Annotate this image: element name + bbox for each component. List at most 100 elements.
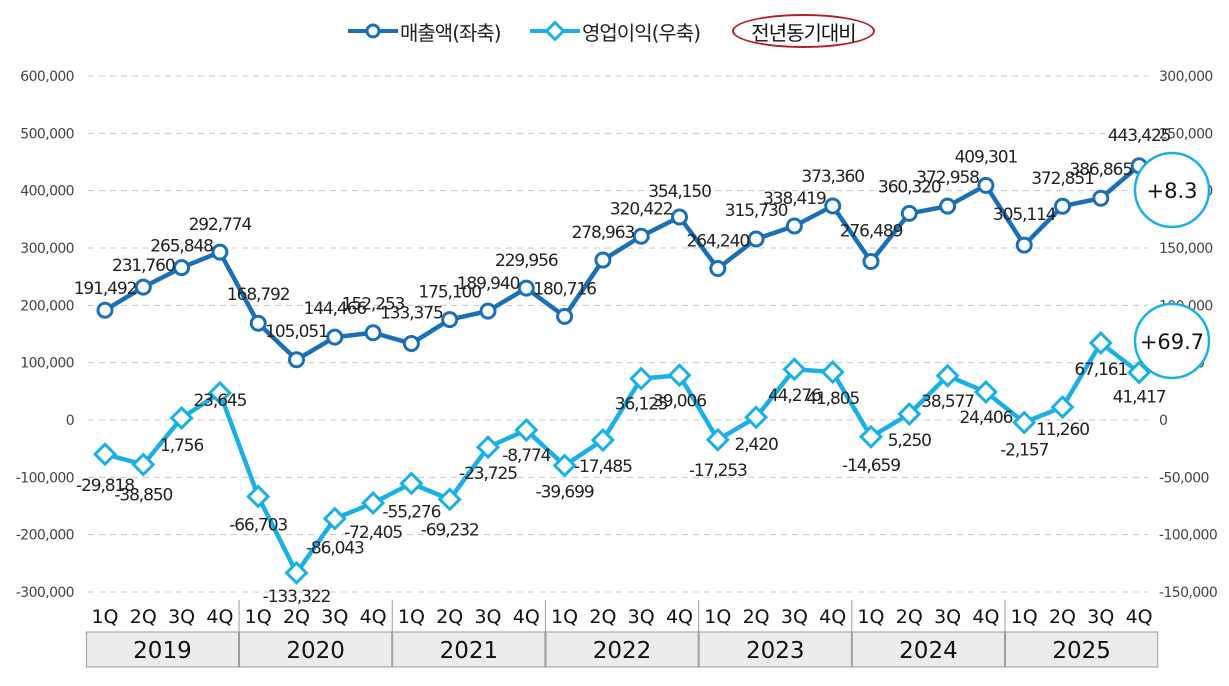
op-income-point: [246, 484, 271, 509]
sales-data-label: 265,848: [150, 237, 213, 257]
quarter-label: 4Q: [666, 606, 693, 628]
sales-point: [1015, 236, 1033, 254]
op-income-point: [897, 401, 922, 427]
op-income-data-label: -17,253: [689, 461, 747, 481]
sales-data-label: 373,360: [801, 167, 864, 187]
y-left-tick-label: 0: [66, 413, 74, 429]
y-right-tick-label: -50,000: [1159, 470, 1209, 486]
op-income-legend-marker-icon: [530, 21, 580, 41]
op-income-point: [169, 405, 194, 431]
sales-point: [594, 251, 612, 269]
quarter-label: 2Q: [743, 606, 770, 628]
y-left-tick-label: -100,000: [16, 470, 74, 486]
legend-item-op-income: 영업이익(우축): [528, 14, 701, 48]
op-income-point: [973, 379, 998, 405]
x-axis: 2019 1Q 2Q 3Q 4Q 2020 1Q 2Q 3Q 4Q 2021 1Q 2Q 3Q 4Q 2022…: [85, 600, 1159, 668]
legend-item-sales: 매출액(좌축): [346, 14, 502, 48]
op-income-data-label: -8,774: [502, 446, 550, 466]
year-label: 2022: [593, 638, 652, 664]
op-income-point: [744, 405, 769, 430]
legend-yoy-badge: 전년동기대비: [732, 14, 875, 48]
op-income-point: [629, 366, 654, 391]
sales-data-label: 292,774: [189, 215, 252, 235]
op-income-data-label: 38,577: [921, 392, 974, 412]
y-right-tick-label: 150,000: [1159, 241, 1213, 257]
y-left-tick-label: 500,000: [20, 126, 74, 142]
op-income-point: [820, 360, 845, 385]
op-income-point: [1127, 360, 1152, 385]
quarter-label: 2Q: [283, 606, 310, 628]
op-income-point: [1012, 410, 1037, 435]
y-left-tick-label: -200,000: [16, 528, 74, 544]
year-label: 2019: [133, 638, 192, 664]
quarter-label: 2Q: [896, 606, 923, 628]
sales-legend-marker-icon: [348, 23, 398, 39]
sales-data-label: 315,730: [725, 201, 788, 221]
op-income-point: [590, 428, 615, 453]
quarter-label: 3Q: [781, 606, 808, 628]
sales-data-label: 320,422: [610, 199, 673, 219]
quarter-label: 1Q: [704, 606, 731, 628]
op-income-data-label: 5,250: [888, 431, 931, 451]
op-income-data-label: 67,161: [1074, 360, 1127, 380]
op-income-point: [207, 380, 232, 405]
sales-data-label: 144,466: [303, 299, 366, 319]
sales-point: [900, 204, 918, 222]
sales-data-label: 409,301: [955, 147, 1018, 167]
op-income-data-label: -38,850: [114, 486, 172, 506]
sales-data-label: 175,100: [418, 283, 481, 303]
sales-data-label: 105,051: [265, 322, 328, 342]
year-label: 2024: [899, 638, 958, 664]
quarter-label: 3Q: [1087, 606, 1114, 628]
op-income-point: [322, 506, 347, 531]
op-income-data-label: 1,756: [160, 436, 203, 456]
sales-data-label: 360,320: [878, 177, 941, 197]
year-label: 2023: [746, 638, 805, 664]
op-income-point: [437, 487, 462, 512]
sales-point: [977, 176, 995, 194]
y-left-tick-label: 400,000: [20, 184, 74, 200]
op-income-data-label: 2,420: [735, 435, 778, 455]
op-income-point: [284, 560, 309, 585]
quarter-label: 4Q: [819, 606, 846, 628]
sales-yoy-circle: [1133, 151, 1211, 229]
op-income-data-label: -66,703: [229, 515, 287, 535]
grid-lines: [88, 75, 1148, 593]
op-income-data-label: 11,260: [1036, 420, 1089, 440]
sales-data-label: 386,865: [1069, 160, 1132, 180]
quarter-label: 2Q: [130, 606, 157, 628]
quarter-label: 4Q: [206, 606, 233, 628]
legend: 매출액(좌축) 영업이익(우축) 전년동기대비: [0, 10, 1229, 54]
op-income-series: [92, 330, 1152, 585]
quarter-label: 4Q: [513, 606, 540, 628]
y-left-tick-label: 600,000: [20, 69, 74, 85]
sales-data-label: 189,940: [457, 274, 520, 294]
op-income-data-label: -14,659: [842, 456, 900, 476]
quarter-label: 4Q: [360, 606, 387, 628]
sales-data-label: 180,716: [533, 279, 596, 299]
op-income-data-label: -133,322: [263, 587, 331, 607]
quarter-label: 3Q: [168, 606, 195, 628]
op-income-point: [667, 363, 692, 388]
op-income-point: [131, 452, 156, 477]
op-income-point: [1088, 330, 1113, 356]
y-left-tick-label: -300,000: [16, 585, 74, 601]
op-income-point: [361, 491, 386, 516]
sales-point: [747, 230, 765, 248]
quarter-label: 3Q: [934, 606, 961, 628]
sales-data-label: 278,963: [572, 223, 635, 243]
legend-label-sales: 매출액(좌축): [400, 20, 502, 45]
op-income-yoy-circle: [1133, 302, 1211, 380]
sales-data-label: 191,492: [74, 279, 137, 299]
op-income-point: [935, 363, 960, 388]
op-income-data-label: -39,699: [536, 483, 594, 503]
sales-data-label: 276,489: [840, 221, 903, 241]
sales-point: [249, 314, 267, 332]
sales-line: [103, 164, 1141, 363]
quarter-label: 2Q: [436, 606, 463, 628]
year-cell: [392, 631, 546, 668]
op-income-yoy-callout: +69.7: [1133, 302, 1211, 380]
y-right-tick-label: 0: [1159, 413, 1167, 429]
